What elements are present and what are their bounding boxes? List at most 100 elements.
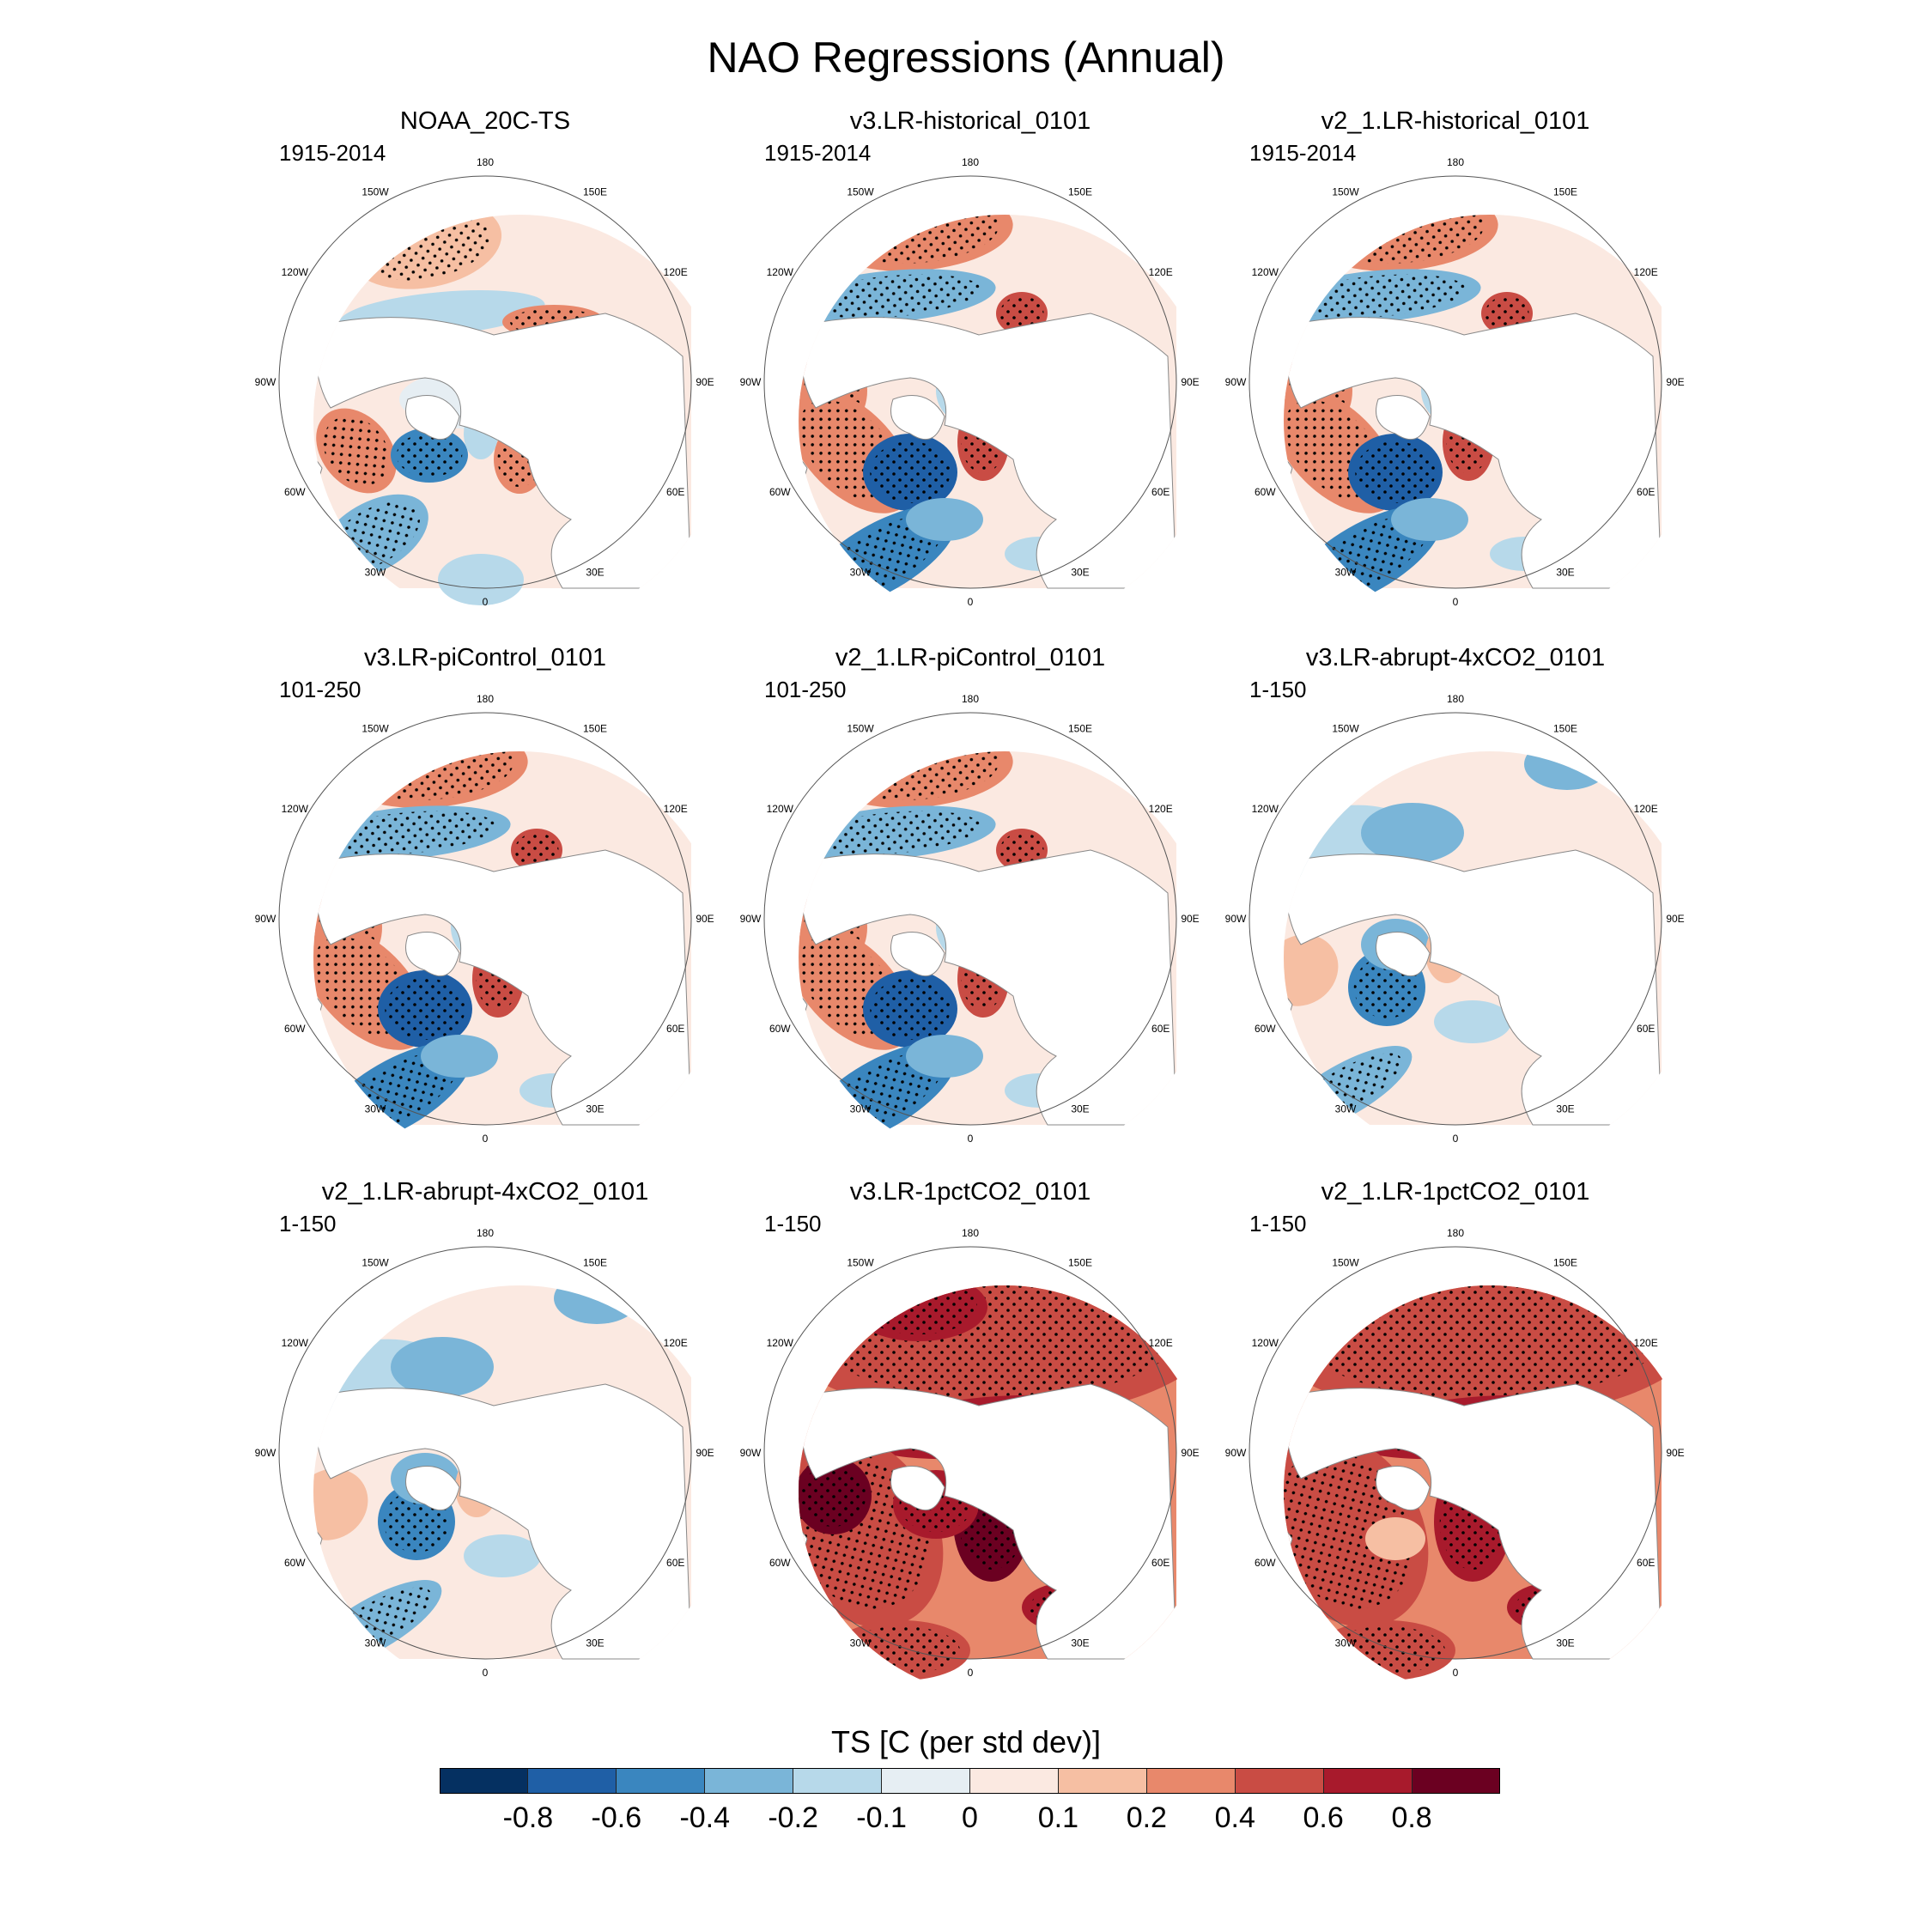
longitude-label: 150E bbox=[1553, 185, 1577, 197]
longitude-label: 30E bbox=[586, 1637, 604, 1649]
longitude-label: 150E bbox=[583, 185, 607, 197]
longitude-label: 30W bbox=[850, 1637, 872, 1649]
significance-stipple bbox=[805, 274, 981, 319]
colorbar-title: TS [C (per std dev)] bbox=[830, 1724, 1102, 1759]
greenland bbox=[405, 1466, 460, 1511]
longitude-label: 60W bbox=[769, 486, 791, 498]
longitude-label: 60W bbox=[284, 1023, 306, 1035]
land-mass bbox=[799, 313, 1177, 589]
figure-title: NAO Regressions (Annual) bbox=[707, 33, 1225, 82]
longitude-label: 90W bbox=[740, 913, 762, 925]
land-mass bbox=[799, 969, 808, 1029]
anomaly-region bbox=[906, 1035, 983, 1078]
map-border bbox=[278, 175, 692, 589]
land-mass bbox=[313, 433, 323, 492]
longitude-label: 30E bbox=[1071, 1637, 1089, 1649]
significance-stipple bbox=[805, 811, 981, 855]
land-mass bbox=[313, 1383, 692, 1660]
colorbar-swatch bbox=[1324, 1768, 1413, 1794]
greenland bbox=[1376, 932, 1431, 977]
longitude-label: 150E bbox=[1553, 722, 1577, 734]
longitude-label: 0 bbox=[1453, 1133, 1459, 1145]
colorbar-tick-label: 0.2 bbox=[1126, 1801, 1167, 1834]
longitude-label: 120E bbox=[1634, 266, 1658, 278]
anomaly-region bbox=[1391, 498, 1468, 541]
panel-period: 101-250 bbox=[279, 677, 361, 702]
longitude-label: 60E bbox=[666, 486, 684, 498]
panel-title: v2_1.LR-abrupt-4xCO2_0101 bbox=[321, 1178, 649, 1206]
panel-title: v2_1.LR-piControl_0101 bbox=[835, 644, 1106, 671]
polar-map: 180 150E 120E 90E 60E 30E 0 30W 60W 90W 120W 150W bbox=[255, 1227, 714, 1679]
land-mass bbox=[1284, 1383, 1662, 1660]
significance-stipple bbox=[999, 833, 1044, 867]
anomaly-region bbox=[1284, 934, 1339, 1006]
map-border bbox=[763, 1246, 1177, 1660]
longitude-label: 60W bbox=[1255, 1023, 1276, 1035]
longitude-label: 150W bbox=[1332, 722, 1359, 734]
longitude-label: 120W bbox=[1252, 803, 1279, 815]
colorbar-tick-label: 0.6 bbox=[1303, 1801, 1344, 1834]
longitude-label: 180 bbox=[962, 1227, 979, 1239]
significance-stipple bbox=[1291, 1285, 1671, 1400]
longitude-label: 30W bbox=[365, 567, 386, 579]
polar-map: 180 150E 120E 90E 60E 30E 0 30W 60W 90W 120W 150W bbox=[1225, 1227, 1696, 1680]
longitude-label: 120W bbox=[1252, 266, 1279, 278]
panel-title: v2_1.LR-historical_0101 bbox=[1321, 107, 1590, 135]
greenland bbox=[405, 932, 460, 977]
longitude-label: 30E bbox=[586, 1103, 604, 1115]
longitude-label: 0 bbox=[968, 1133, 974, 1145]
longitude-label: 30E bbox=[1556, 1637, 1574, 1649]
longitude-label: 90W bbox=[1225, 913, 1247, 925]
longitude-label: 90E bbox=[1666, 1447, 1684, 1459]
longitude-label: 30E bbox=[586, 567, 604, 579]
polar-map: 180 150E 120E 90E 60E 30E 0 30W 60W 90W 120W 150W bbox=[1225, 156, 1685, 611]
longitude-label: 90E bbox=[1181, 376, 1199, 388]
colorbar-swatch bbox=[440, 1768, 528, 1794]
panel-period: 1915-2014 bbox=[279, 140, 386, 166]
anomaly-region bbox=[1361, 803, 1464, 863]
longitude-label: 120E bbox=[1149, 803, 1173, 815]
longitude-label: 120W bbox=[767, 1337, 794, 1349]
longitude-label: 150E bbox=[1553, 1256, 1577, 1268]
colorbar-swatch bbox=[1147, 1768, 1236, 1794]
panel-title: NOAA_20C-TS bbox=[399, 107, 571, 135]
significance-stipple bbox=[1328, 1626, 1445, 1674]
colorbar-tick-label: -0.2 bbox=[768, 1801, 818, 1834]
land-mass bbox=[313, 313, 692, 589]
longitude-label: 150E bbox=[1068, 185, 1092, 197]
anomaly-region bbox=[1365, 1517, 1425, 1560]
land-mass bbox=[1284, 313, 1662, 589]
longitude-label: 60W bbox=[1255, 486, 1276, 498]
longitude-label: 90E bbox=[1181, 1447, 1199, 1459]
colorbar-swatch bbox=[705, 1768, 793, 1794]
longitude-label: 90W bbox=[1225, 376, 1247, 388]
longitude-label: 120W bbox=[767, 803, 794, 815]
longitude-label: 120E bbox=[1149, 266, 1173, 278]
longitude-label: 60E bbox=[1637, 1557, 1655, 1569]
longitude-label: 90W bbox=[255, 913, 276, 925]
land-mass bbox=[313, 1504, 323, 1563]
land-mass bbox=[799, 849, 1177, 1126]
longitude-label: 0 bbox=[1453, 596, 1459, 608]
greenland bbox=[890, 395, 945, 440]
longitude-label: 90W bbox=[1225, 1447, 1247, 1459]
panel-period: 1-150 bbox=[279, 1211, 337, 1236]
colorbar-tick-label: -0.6 bbox=[591, 1801, 642, 1834]
significance-stipple bbox=[999, 296, 1044, 331]
longitude-label: 90E bbox=[1181, 913, 1199, 925]
colorbar-swatch bbox=[528, 1768, 617, 1794]
longitude-label: 120W bbox=[282, 803, 309, 815]
anomaly-region bbox=[906, 498, 983, 541]
longitude-label: 30W bbox=[365, 1637, 386, 1649]
longitude-label: 0 bbox=[968, 1667, 974, 1679]
longitude-label: 30E bbox=[1071, 567, 1089, 579]
panel-title: v3.LR-historical_0101 bbox=[849, 107, 1091, 135]
significance-stipple bbox=[799, 1465, 866, 1527]
panel-period: 1-150 bbox=[1249, 677, 1307, 702]
colorbar-swatch bbox=[1413, 1768, 1500, 1794]
significance-stipple bbox=[870, 978, 951, 1040]
map-border bbox=[278, 712, 692, 1126]
longitude-label: 30W bbox=[1335, 1637, 1357, 1649]
land-mass bbox=[313, 849, 692, 1126]
longitude-label: 150E bbox=[1068, 722, 1092, 734]
